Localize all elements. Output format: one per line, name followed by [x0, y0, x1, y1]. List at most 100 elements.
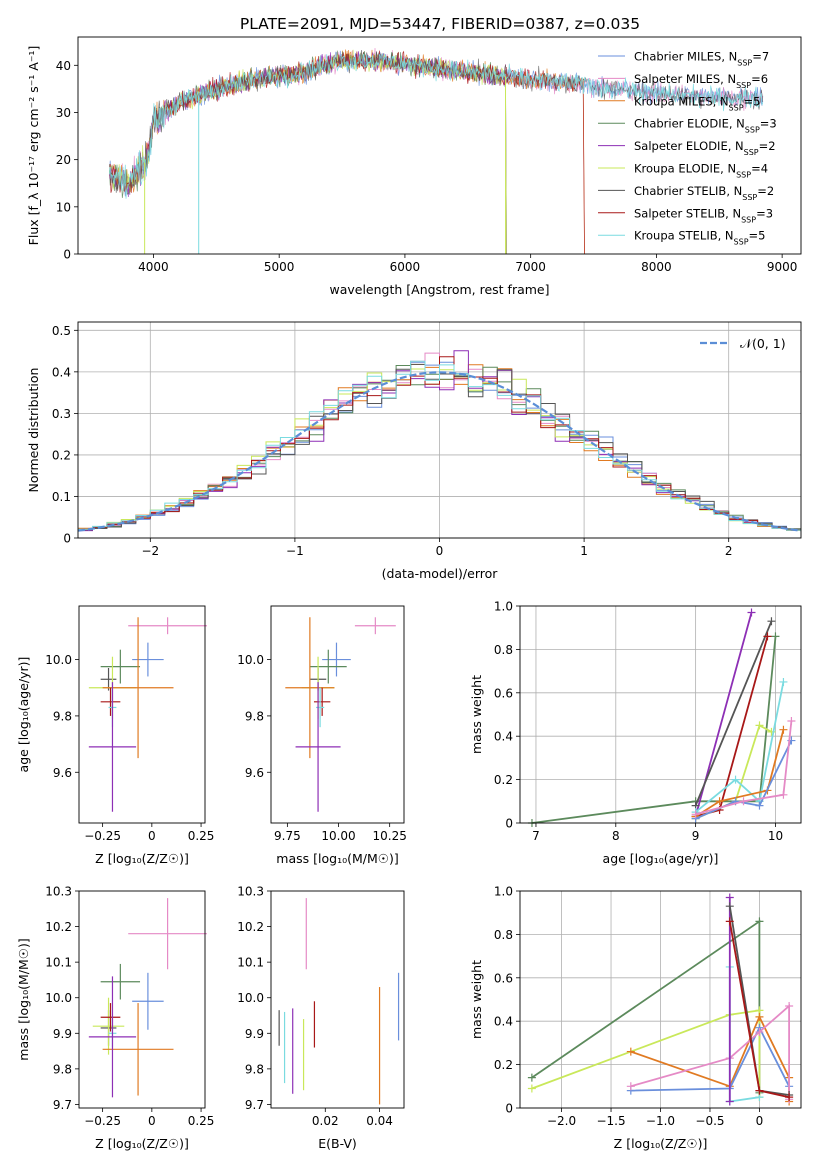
weight-line [694, 620, 773, 806]
weight-marker [785, 1093, 794, 1102]
y-tick-label: 9.6 [53, 766, 72, 780]
x-tick-label: 0.25 [188, 1114, 215, 1128]
axes-frame: −2 −1 0 1 2 0 0.1 0.2 0.3 0.4 0.5 𝒩(0, 1) (data-mode… [26, 321, 802, 581]
y-tick-label: 9.9 [53, 1027, 72, 1041]
legend-label: Salpeter MILES, NSSP=6 [634, 72, 768, 90]
x-axis-label: Z [log₁₀(Z/Z☉)] [95, 1136, 189, 1151]
weight-marker [779, 677, 788, 686]
x-tick-label: −2.0 [547, 1114, 576, 1128]
y-axis-label: mass [log₁₀(M/M☉)] [16, 938, 31, 1060]
y-tick-label: 10.1 [45, 956, 72, 970]
data-marks [109, 47, 764, 255]
x-tick-label: 7 [532, 829, 540, 843]
legend-label: Chabrier MILES, NSSP=7 [634, 50, 769, 68]
y-tick-label: 9.8 [245, 1062, 264, 1076]
x-tick-label: 0 [148, 829, 156, 843]
y-tick-label: 30 [56, 106, 71, 120]
data-marks [88, 617, 207, 812]
y-tick-label: 10.0 [237, 991, 264, 1005]
spectrum-line [109, 50, 585, 255]
spectrum-line [109, 53, 764, 199]
spectrum-line [109, 49, 507, 255]
axes-frame: 7 8 9 10 0 0.2 0.4 0.6 0.8 1.0 age [log₁₀(age/yr)]… [469, 600, 802, 866]
weight-marker [725, 893, 734, 902]
y-tick-label: 9.8 [53, 1062, 72, 1076]
weight-marker [755, 801, 764, 810]
weight-marker [731, 775, 740, 784]
x-tick-label: 10.25 [372, 829, 406, 843]
x-tick-label: 4000 [138, 260, 169, 274]
weight-line [695, 740, 793, 820]
y-tick-label: 10.0 [45, 991, 72, 1005]
legend-label: 𝒩(0, 1) [740, 336, 786, 351]
axes-frame: 4000 5000 6000 7000 8000 9000 0 10 20 30 40 Chabrie… [26, 36, 802, 297]
weight-line [531, 636, 777, 824]
x-tick-label: 8000 [641, 260, 672, 274]
x-tick-label: −1.5 [596, 1114, 625, 1128]
panel-mass-age: 9.75 10.00 10.25 9.6 9.8 10.0 mass [log₁₀(M/M☉… [237, 605, 407, 866]
weight-marker [691, 810, 700, 819]
spectrum-line [109, 50, 507, 255]
y-tick-label: 9.9 [245, 1027, 264, 1041]
data-marks [527, 608, 796, 827]
y-tick-label: 10.0 [237, 653, 264, 667]
grid-lines [520, 605, 801, 824]
x-axis-label: Z [log₁₀(Z/Z☉)] [614, 1136, 708, 1151]
y-tick-label: 1.0 [494, 600, 513, 614]
data-marks [88, 898, 207, 1098]
panel-spectrum: 4000 5000 6000 7000 8000 9000 0 10 20 30 40 Chabrie… [26, 36, 802, 297]
weight-marker [755, 721, 764, 730]
weight-marker [787, 717, 796, 726]
axes-frame: 0.02 0.04 9.7 9.8 9.9 10.0 10.1 10.2 10.3 E(B-V) [237, 885, 405, 1151]
y-tick-label: 0 [505, 1102, 513, 1116]
y-axis-label: mass weight [469, 675, 484, 754]
weight-marker [755, 1028, 764, 1037]
y-tick-label: 9.8 [53, 709, 72, 723]
y-tick-label: 0.2 [494, 1058, 513, 1072]
weight-marker [779, 790, 788, 799]
x-axis-label: wavelength [Angstrom, rest frame] [329, 282, 549, 297]
y-tick-label: 0.6 [494, 686, 513, 700]
y-tick-label: 20 [56, 153, 71, 167]
axes-frame: 9.75 10.00 10.25 9.6 9.8 10.0 mass [log₁₀(M/M☉… [237, 605, 407, 866]
data-marks [285, 617, 396, 812]
y-tick-label: 9.8 [245, 709, 264, 723]
x-tick-label: 7000 [515, 260, 546, 274]
spectrum-line [109, 51, 507, 255]
y-tick-label: 10.0 [45, 653, 72, 667]
x-axis-label: mass [log₁₀(M/M☉)] [276, 851, 398, 866]
weight-marker [771, 632, 780, 641]
y-tick-label: 0.4 [494, 730, 513, 744]
x-tick-label: 9.75 [274, 829, 301, 843]
axes-frame: −0.25 0 0.25 9.7 9.8 9.9 10.0 10.1 10.2 10.3 Z [lo… [16, 885, 214, 1152]
x-tick-label: 9 [692, 829, 700, 843]
legend-label: Kroupa STELIB, NSSP=5 [634, 229, 765, 247]
y-tick-label: 9.6 [245, 766, 264, 780]
legend-label: Chabrier STELIB, NSSP=2 [634, 184, 774, 202]
x-tick-label: −2 [141, 544, 159, 558]
y-tick-label: 0.4 [494, 1015, 513, 1029]
y-tick-label: 10 [56, 200, 71, 214]
x-tick-label: −0.25 [84, 1114, 121, 1128]
y-tick-label: 10.2 [237, 920, 264, 934]
legend-label: Chabrier ELODIE, NSSP=3 [634, 117, 777, 135]
weight-marker [725, 917, 734, 926]
plot-frame [77, 321, 802, 539]
weight-line [695, 720, 793, 816]
y-tick-label: 9.7 [53, 1098, 72, 1112]
legend-label: Salpeter STELIB, NSSP=3 [634, 206, 773, 224]
figure-title: PLATE=2091, MJD=53447, FIBERID=0387, z=0… [240, 15, 640, 33]
panel-Z-age: −0.25 0 0.25 9.6 9.8 10.0 Z [log₁₀(Z/Z☉)] age [… [16, 605, 214, 866]
weight-marker [725, 1097, 734, 1106]
plot-frame [78, 890, 206, 1109]
data-marks [278, 898, 400, 1105]
weight-marker [763, 632, 772, 641]
x-tick-label: −1.0 [646, 1114, 675, 1128]
plot-frame [270, 605, 405, 824]
plot-frame [78, 605, 206, 824]
panel-weight-Z: −2.0 −1.5 −1.0 −0.5 0 0 0.2 0.4 0.6 0.8 1.0 Z [log₁… [469, 885, 802, 1151]
panel-Z-mass: −0.25 0 0.25 9.7 9.8 9.9 10.0 10.1 10.2 10.3 Z [lo… [16, 885, 214, 1152]
axes-frame: −0.25 0 0.25 9.6 9.8 10.0 Z [log₁₀(Z/Z☉)] age [… [16, 605, 214, 866]
x-tick-label: 6000 [390, 260, 421, 274]
x-axis-label: (data-model)/error [382, 566, 499, 581]
